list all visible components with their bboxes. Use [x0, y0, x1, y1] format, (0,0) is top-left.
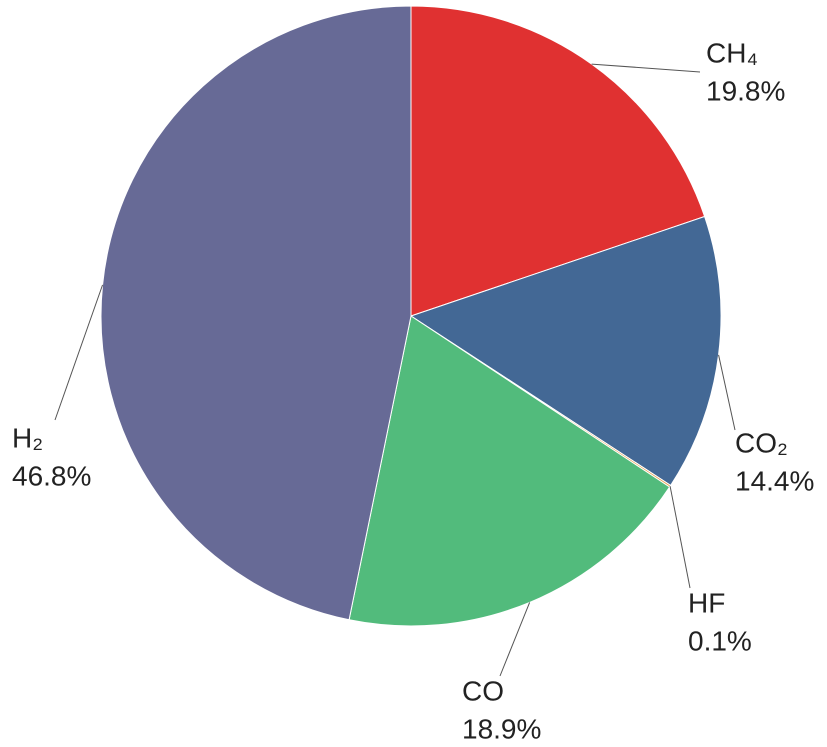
leader-line [669, 486, 691, 589]
slice-value-label: 19.8% [706, 75, 785, 106]
slice-label: HF [688, 587, 725, 618]
slice-label: CH₄ [706, 37, 758, 68]
pie-slice [410, 5, 706, 317]
slice-value-label: 14.4% [735, 465, 814, 496]
pie-slice [100, 5, 412, 621]
leader-line [54, 284, 104, 421]
slice-value-label: 18.9% [462, 713, 541, 744]
leader-line [591, 63, 701, 73]
pie-slice [348, 315, 671, 627]
slice-label: H₂ [12, 422, 43, 453]
slice-value-label: 46.8% [12, 460, 91, 491]
slice-label: CO₂ [735, 427, 788, 458]
slice-label: CO [462, 675, 504, 706]
pie-slice [409, 215, 722, 487]
leader-line [718, 354, 736, 431]
leader-line [499, 602, 531, 677]
slice-value-label: 0.1% [688, 625, 752, 656]
